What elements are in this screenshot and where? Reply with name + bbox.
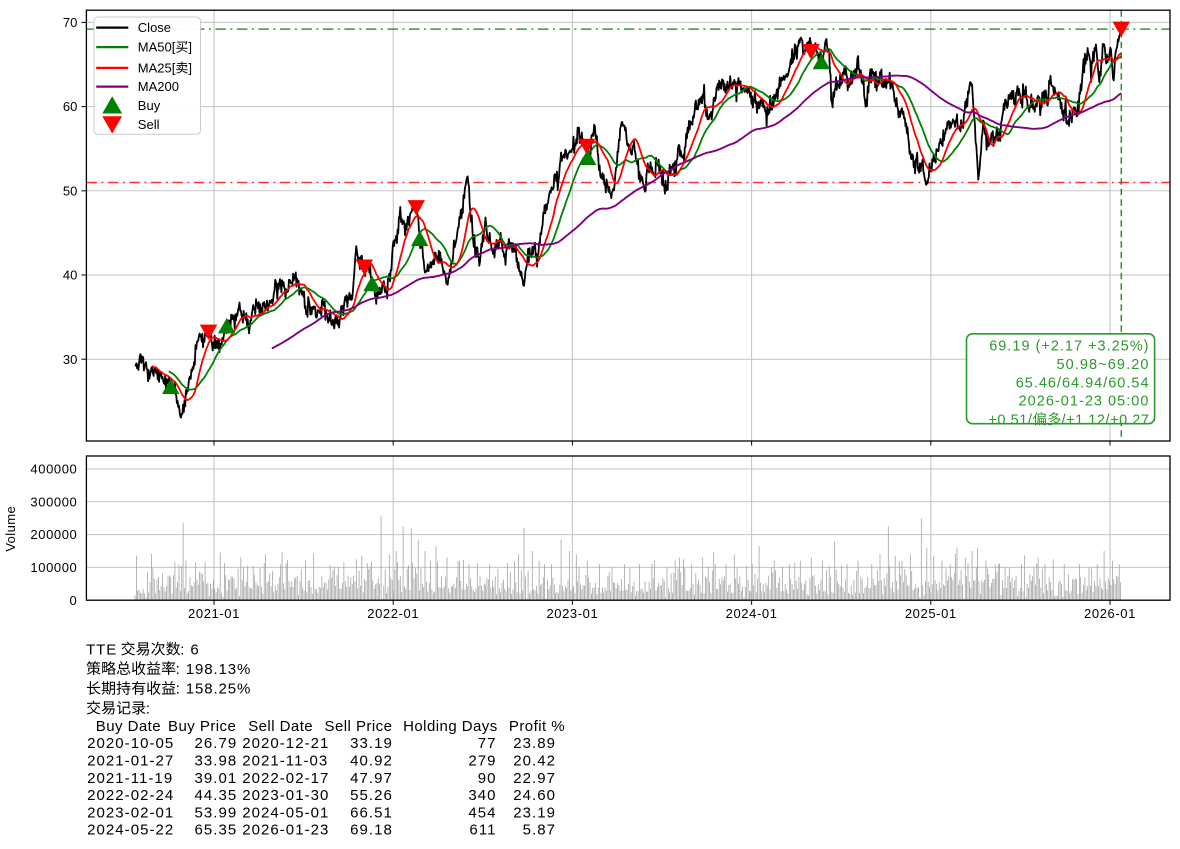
svg-text:2024-05-01: 2024-05-01 [242,804,329,821]
svg-text:47.97: 47.97 [350,770,393,787]
svg-text:2026-01-23 05:00: 2026-01-23 05:00 [1019,394,1150,410]
svg-text:20.42: 20.42 [513,753,556,770]
svg-text:2022-01: 2022-01 [367,606,419,621]
svg-text:2021-11-19: 2021-11-19 [87,770,173,787]
svg-text:23.89: 23.89 [513,735,556,752]
svg-text:0: 0 [70,593,78,608]
svg-text:33.19: 33.19 [350,735,393,752]
svg-text:300000: 300000 [30,494,77,509]
svg-text:200000: 200000 [30,527,77,542]
svg-text:Sell Price: Sell Price [325,718,393,735]
svg-text:2023-02-01: 2023-02-01 [87,804,174,821]
svg-text:26.79: 26.79 [195,735,238,752]
svg-text:611: 611 [469,822,496,839]
svg-text:279: 279 [468,753,496,770]
svg-text:69.18: 69.18 [350,822,393,839]
svg-text:60: 60 [63,99,77,114]
svg-text:Holding Days: Holding Days [403,718,498,735]
svg-text:Volume: Volume [3,506,18,552]
svg-text:400000: 400000 [30,462,77,477]
svg-text:40: 40 [63,268,77,283]
svg-text:90: 90 [478,770,497,787]
svg-text:66.51: 66.51 [350,804,393,821]
svg-text:MA50[: MA50[ [138,40,176,55]
svg-text:454: 454 [468,804,496,821]
svg-text:53.99: 53.99 [195,804,238,821]
svg-text:2026-01: 2026-01 [1084,606,1136,621]
svg-text:]: ] [188,40,192,55]
svg-text:5.87: 5.87 [523,822,556,839]
svg-text:2025-01: 2025-01 [905,606,957,621]
svg-text:23.19: 23.19 [513,804,556,821]
svg-text:69.19 (+2.17 +3.25%): 69.19 (+2.17 +3.25%) [989,339,1149,355]
svg-text:77: 77 [478,735,497,752]
svg-text:TTE: TTE [86,641,117,658]
svg-text:33.98: 33.98 [195,753,238,770]
svg-text:2022-02-24: 2022-02-24 [87,787,174,804]
svg-text:MA25[: MA25[ [138,61,176,76]
svg-text:Close: Close [138,20,171,35]
svg-text:: 198.13%: : 198.13% [176,661,252,678]
svg-text:44.35: 44.35 [195,787,238,804]
svg-text:65.35: 65.35 [195,822,238,839]
svg-text:39.01: 39.01 [195,770,238,787]
svg-text:MA200: MA200 [138,79,179,94]
svg-text:2022-02-17: 2022-02-17 [242,770,329,787]
svg-text:Sell: Sell [138,117,160,132]
svg-text:2020-12-21: 2020-12-21 [242,735,329,752]
svg-text:2024-01: 2024-01 [726,606,778,621]
svg-text:: 158.25%: : 158.25% [176,681,252,698]
svg-text:2023-01: 2023-01 [546,606,598,621]
svg-text:2023-01-30: 2023-01-30 [242,787,329,804]
svg-text:Buy: Buy [138,98,161,113]
svg-text:2026-01-23: 2026-01-23 [242,822,329,839]
svg-text:2020-10-05: 2020-10-05 [87,735,174,752]
svg-text:55.26: 55.26 [350,787,393,804]
svg-text:Profit %: Profit % [509,718,565,735]
svg-text:65.46/64.94/60.54: 65.46/64.94/60.54 [1016,375,1150,391]
svg-text:24.60: 24.60 [513,787,556,804]
svg-text:2024-05-22: 2024-05-22 [87,822,174,839]
svg-text:2021-01: 2021-01 [188,606,240,621]
svg-text:340: 340 [468,787,496,804]
svg-text:22.97: 22.97 [513,770,556,787]
svg-text:70: 70 [63,15,77,30]
svg-text:/+1.12/+0.27: /+1.12/+0.27 [1062,412,1150,428]
svg-text:Buy Date: Buy Date [96,718,161,735]
svg-text:2021-11-03: 2021-11-03 [242,753,328,770]
svg-text:30: 30 [63,352,77,367]
svg-text:Buy Price: Buy Price [168,718,236,735]
svg-text::: : [146,700,151,717]
svg-text:100000: 100000 [30,560,77,575]
svg-text:: 6: : 6 [180,641,199,658]
svg-text:40.92: 40.92 [350,753,393,770]
svg-text:+0.51/: +0.51/ [988,412,1032,428]
svg-text:50.98~69.20: 50.98~69.20 [1056,357,1149,373]
svg-text:50: 50 [63,183,77,198]
svg-text:]: ] [188,61,192,76]
svg-text:2021-01-27: 2021-01-27 [87,753,174,770]
svg-text:Sell Date: Sell Date [248,718,313,735]
